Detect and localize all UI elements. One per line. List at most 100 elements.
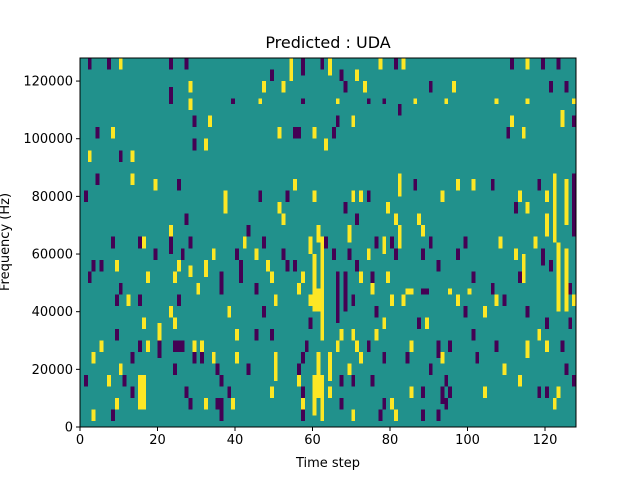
heatmap-cell-low bbox=[300, 352, 305, 364]
heatmap-cell-low bbox=[83, 375, 88, 387]
heatmap-cell-high bbox=[455, 179, 460, 191]
heatmap-cell-low bbox=[545, 317, 549, 329]
heatmap-cell-high bbox=[157, 323, 162, 341]
heatmap-cell-high bbox=[351, 190, 356, 203]
heatmap-cell-high bbox=[231, 398, 236, 410]
heatmap-cell-low bbox=[238, 259, 243, 283]
heatmap-cell-high bbox=[502, 363, 507, 376]
heatmap-cell-low bbox=[324, 236, 329, 249]
heatmap-cell-high bbox=[153, 179, 158, 191]
heatmap-cell-low bbox=[87, 271, 92, 283]
heatmap-cell-low bbox=[370, 375, 375, 387]
heatmap-cell-low bbox=[382, 398, 387, 410]
heatmap-cell-high bbox=[126, 294, 131, 306]
heatmap-cell-high bbox=[223, 190, 228, 203]
heatmap-cell-high bbox=[347, 225, 352, 243]
heatmap-cell-high bbox=[320, 375, 325, 422]
heatmap-cell-low bbox=[219, 271, 224, 283]
heatmap-cell-low bbox=[285, 259, 290, 272]
heatmap-cell-high bbox=[444, 98, 449, 105]
heatmap-cell-low bbox=[111, 236, 115, 249]
heatmap-cell-low bbox=[258, 190, 263, 203]
heatmap-cell-low bbox=[188, 236, 193, 249]
heatmap-cell-high bbox=[359, 190, 363, 203]
heatmap-cell-low bbox=[343, 271, 348, 312]
heatmap-cell-high bbox=[300, 398, 305, 410]
heatmap-cell-high bbox=[374, 328, 379, 341]
heatmap-cell-low bbox=[421, 409, 425, 422]
y-tick-label: 120000 bbox=[23, 75, 73, 90]
heatmap-cell-low bbox=[95, 127, 100, 139]
heatmap-cell-high bbox=[521, 127, 526, 139]
x-tick-label: 40 bbox=[227, 433, 244, 448]
heatmap-cell-low bbox=[393, 58, 398, 70]
heatmap-cell-low bbox=[114, 328, 119, 341]
heatmap-cell-high bbox=[235, 352, 239, 364]
x-tick-label: 100 bbox=[455, 433, 480, 448]
heatmap-cell-low bbox=[308, 317, 313, 329]
heatmap-cell-low bbox=[285, 190, 290, 203]
heatmap-cell-low bbox=[339, 398, 344, 410]
heatmap-cell-low bbox=[393, 248, 398, 260]
heatmap-cell-high bbox=[99, 340, 104, 353]
heatmap-cell-high bbox=[351, 409, 356, 422]
heatmap-cell-high bbox=[328, 352, 332, 381]
heatmap-cell-low bbox=[444, 375, 449, 387]
heatmap-cell-high bbox=[308, 236, 313, 255]
heatmap-cell-high bbox=[188, 81, 193, 93]
heatmap-cell-low bbox=[421, 248, 425, 260]
heatmap-cell-low bbox=[184, 58, 189, 70]
heatmap-cell-low bbox=[339, 69, 344, 82]
heatmap-cell-low bbox=[366, 98, 371, 105]
heatmap-cell-low bbox=[246, 363, 251, 376]
heatmap-cell-low bbox=[428, 81, 433, 93]
heatmap-cell-low bbox=[525, 305, 530, 318]
heatmap-cell-low bbox=[281, 248, 286, 260]
heatmap-cell-high bbox=[277, 127, 282, 139]
heatmap-cell-low bbox=[351, 375, 356, 387]
heatmap-cell-low bbox=[118, 282, 123, 295]
heatmap-cell-high bbox=[316, 352, 321, 399]
heatmap-cell-low bbox=[378, 409, 383, 422]
heatmap-cell-low bbox=[219, 375, 224, 387]
heatmap-cell-high bbox=[269, 386, 274, 399]
heatmap-cell-high bbox=[207, 115, 212, 128]
heatmap-cell-high bbox=[87, 150, 92, 162]
heatmap-cell-low bbox=[269, 328, 274, 341]
heatmap-cell-high bbox=[266, 259, 270, 272]
heatmap-cell-low bbox=[548, 81, 553, 93]
heatmap-cell-low bbox=[231, 98, 236, 105]
heatmap-cell-low bbox=[475, 352, 480, 364]
heatmap-cell-low bbox=[339, 375, 344, 387]
heatmap-cell-low bbox=[184, 213, 189, 226]
heatmap-cell-low bbox=[293, 259, 298, 272]
heatmap-cell-low bbox=[405, 352, 410, 364]
heatmap-cell-high bbox=[393, 213, 398, 226]
heatmap-cell-high bbox=[328, 58, 332, 76]
x-tick-label: 0 bbox=[76, 433, 84, 448]
heatmap-cell-high bbox=[517, 375, 522, 387]
heatmap-cell-high bbox=[409, 288, 414, 295]
heatmap-cell-high bbox=[281, 81, 286, 93]
heatmap-cell-low bbox=[99, 259, 104, 272]
heatmap-cell-low bbox=[169, 86, 174, 105]
heatmap-cell-low bbox=[215, 398, 220, 410]
heatmap-cell-low bbox=[300, 386, 305, 399]
heatmap-cell-low bbox=[219, 398, 224, 410]
heatmap-cell-low bbox=[343, 202, 348, 214]
y-axis: 0 20000 40000 60000 80000 100000 120000 bbox=[23, 75, 80, 436]
heatmap-cell-low bbox=[382, 98, 387, 105]
heatmap-cell-low bbox=[262, 236, 267, 249]
heatmap-cell-low bbox=[180, 340, 185, 353]
heatmap-cell-high bbox=[269, 271, 274, 283]
heatmap-cell-low bbox=[428, 236, 433, 249]
heatmap-cell-low bbox=[436, 340, 441, 358]
heatmap-cell-low bbox=[347, 248, 352, 260]
heatmap-cell-low bbox=[219, 282, 224, 295]
heatmap-cell-low bbox=[320, 58, 325, 70]
heatmap-cell-low bbox=[424, 288, 429, 295]
heatmap-cell-high bbox=[300, 271, 305, 283]
heatmap-cell-high bbox=[91, 352, 96, 364]
heatmap-cell-low bbox=[568, 317, 573, 329]
heatmap-cell-low bbox=[502, 294, 507, 306]
